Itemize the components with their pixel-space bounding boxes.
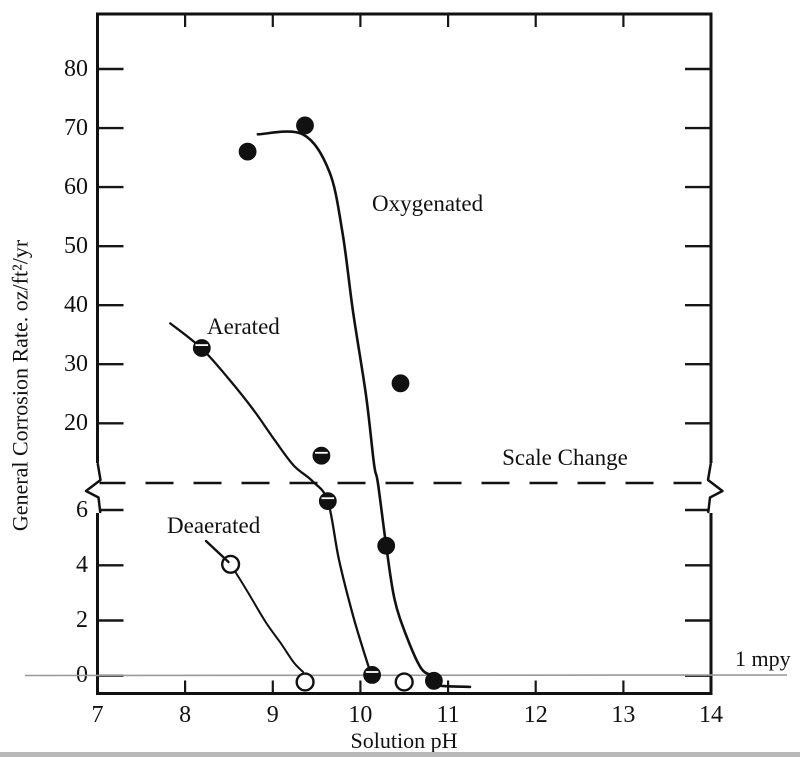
svg-text:Scale Change: Scale Change (502, 445, 628, 470)
svg-text:7: 7 (92, 702, 104, 728)
svg-text:6: 6 (76, 497, 88, 523)
svg-text:11: 11 (437, 702, 460, 728)
svg-text:70: 70 (64, 115, 88, 141)
svg-text:12: 12 (524, 702, 548, 728)
svg-text:50: 50 (64, 233, 88, 259)
svg-text:Oxygenated: Oxygenated (372, 191, 484, 216)
svg-text:1 mpy: 1 mpy (735, 646, 791, 671)
svg-text:40: 40 (64, 292, 88, 318)
svg-text:8: 8 (179, 702, 191, 728)
svg-text:20: 20 (64, 410, 88, 436)
svg-text:13: 13 (611, 702, 635, 728)
svg-text:Deaerated: Deaerated (167, 513, 261, 538)
svg-text:10: 10 (348, 702, 372, 728)
svg-text:2: 2 (76, 607, 88, 633)
svg-text:60: 60 (64, 174, 88, 200)
svg-text:80: 80 (64, 56, 88, 82)
svg-text:Aerated: Aerated (207, 314, 280, 339)
svg-text:14: 14 (699, 702, 723, 728)
svg-text:Solution pH: Solution pH (351, 728, 458, 753)
svg-text:9: 9 (267, 702, 279, 728)
svg-text:4: 4 (76, 552, 88, 578)
